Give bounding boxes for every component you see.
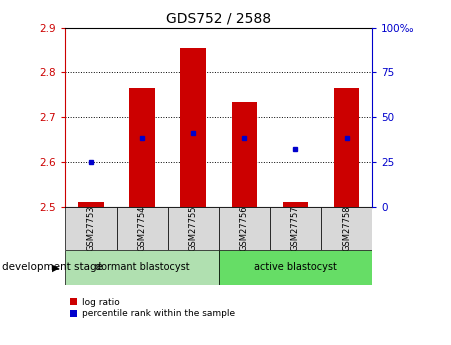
FancyBboxPatch shape (219, 250, 372, 285)
Bar (78, 201, 104, 207)
FancyBboxPatch shape (219, 207, 270, 250)
Bar (231, 102, 257, 207)
Text: development stage: development stage (2, 263, 103, 272)
Bar (129, 88, 155, 207)
Text: GSM27758: GSM27758 (342, 206, 351, 252)
FancyBboxPatch shape (116, 207, 168, 250)
Text: GSM27757: GSM27757 (291, 206, 300, 252)
Text: active blastocyst: active blastocyst (254, 263, 337, 272)
Text: dormant blastocyst: dormant blastocyst (95, 263, 189, 272)
FancyBboxPatch shape (321, 207, 372, 250)
FancyBboxPatch shape (168, 207, 219, 250)
FancyBboxPatch shape (65, 250, 219, 285)
Bar (283, 201, 308, 207)
Legend: log ratio, percentile rank within the sample: log ratio, percentile rank within the sa… (70, 298, 235, 318)
FancyBboxPatch shape (270, 207, 321, 250)
Text: ▶: ▶ (52, 263, 60, 272)
Text: GSM27754: GSM27754 (138, 206, 147, 251)
Text: GSM27753: GSM27753 (87, 206, 96, 252)
Text: GSM27756: GSM27756 (240, 206, 249, 252)
Title: GDS752 / 2588: GDS752 / 2588 (166, 11, 272, 25)
Bar (180, 48, 206, 207)
FancyBboxPatch shape (65, 207, 116, 250)
Bar (334, 88, 359, 207)
Text: GSM27755: GSM27755 (189, 206, 198, 251)
